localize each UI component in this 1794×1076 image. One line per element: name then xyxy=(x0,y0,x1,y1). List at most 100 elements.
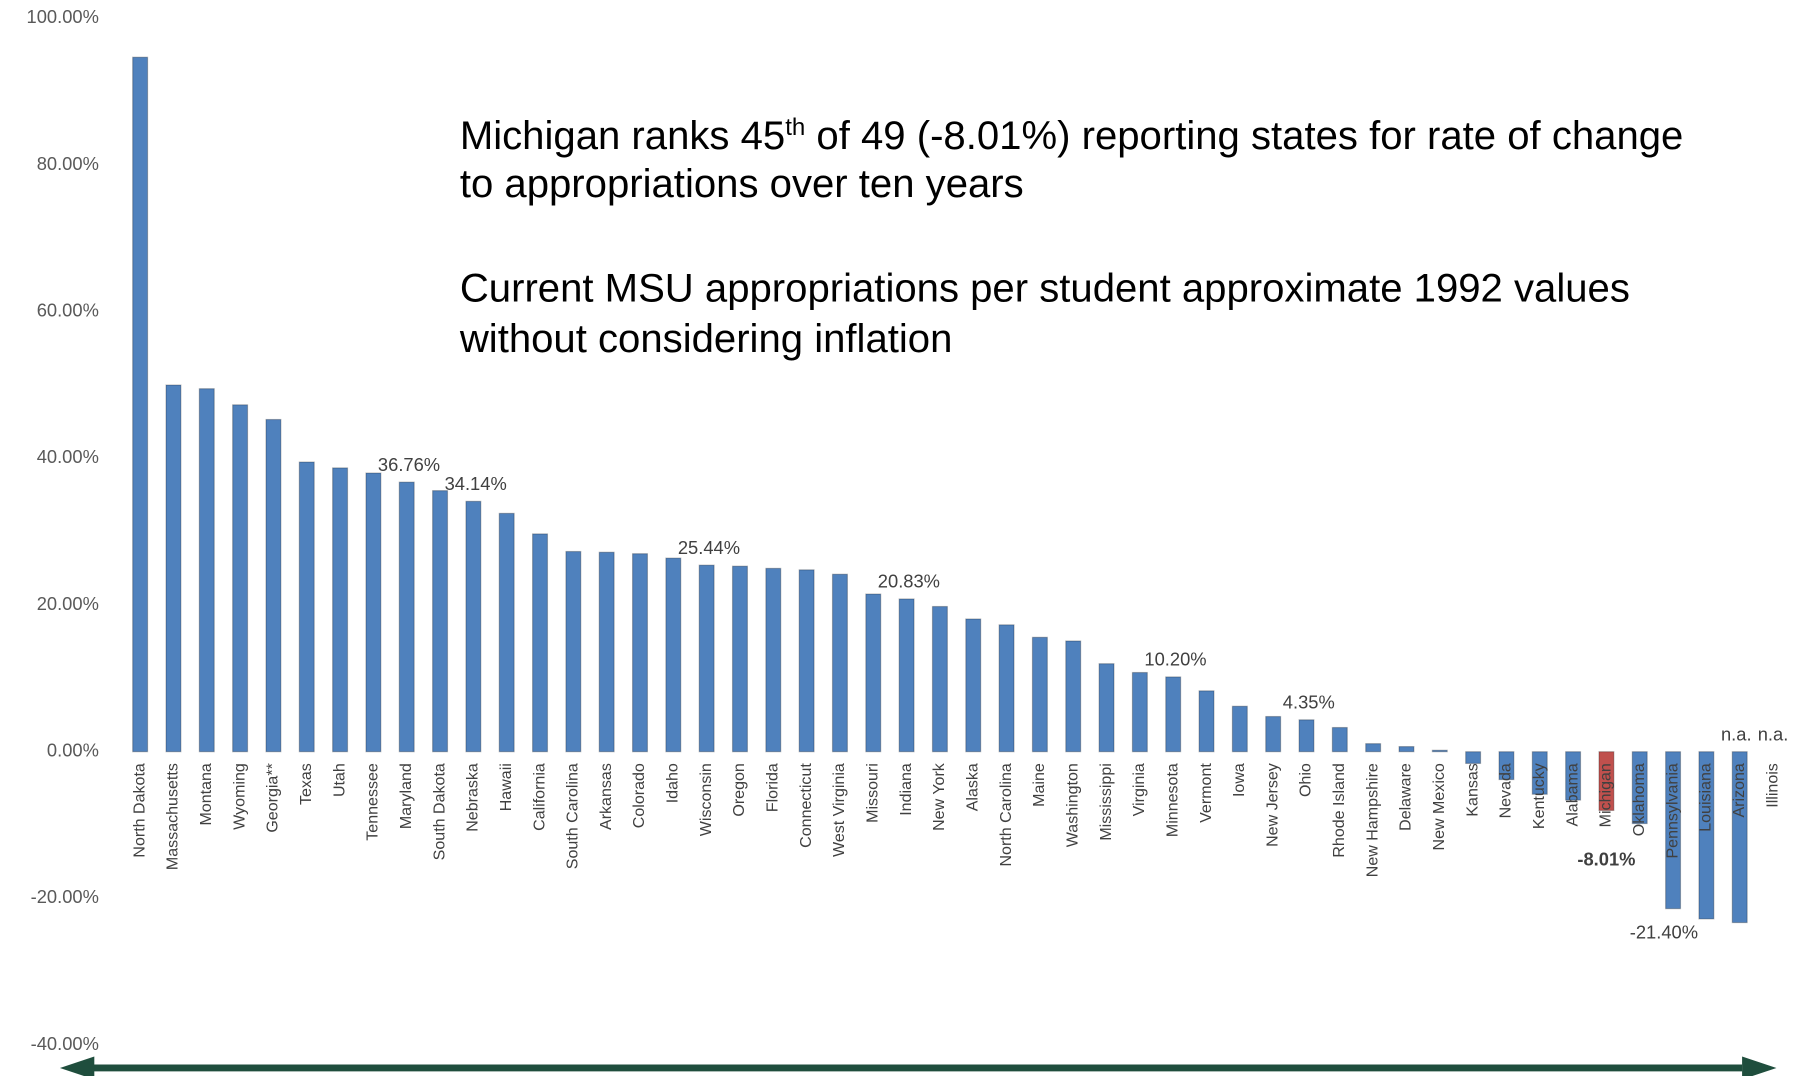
x-tick-label: Alaska xyxy=(963,763,981,811)
bar xyxy=(1631,751,1648,825)
x-tick-label: Michigan xyxy=(1597,763,1615,827)
bar xyxy=(1398,746,1415,753)
bar xyxy=(831,573,848,753)
x-tick-label: Missouri xyxy=(864,763,882,823)
note-line: Michigan ranks 45th of 49 (-8.01%) repor… xyxy=(460,114,1684,158)
x-tick-label: Hawaii xyxy=(497,763,515,811)
x-tick-label: Minnesota xyxy=(1163,763,1181,837)
bar xyxy=(898,598,915,753)
x-tick-label: New Hampshire xyxy=(1363,763,1381,877)
x-tick-label: New Jersey xyxy=(1263,763,1281,847)
bar xyxy=(1698,751,1715,920)
bar xyxy=(365,472,382,753)
x-tick-label: Tennessee xyxy=(364,763,382,841)
x-tick-label: Kansas xyxy=(1463,763,1481,816)
annotation: n.a. xyxy=(1721,724,1752,745)
x-tick-label: Montana xyxy=(197,763,215,825)
x-tick-label: Washington xyxy=(1063,763,1081,847)
x-tick-label: Alabama xyxy=(1563,763,1581,826)
bar xyxy=(165,384,182,753)
bar xyxy=(1165,676,1182,753)
x-tick-label: North Carolina xyxy=(997,763,1015,866)
x-tick-label: Delaware xyxy=(1397,763,1415,831)
bar xyxy=(1498,751,1515,781)
y-tick-label: 20.00% xyxy=(37,593,99,614)
bar xyxy=(132,56,149,753)
x-tick-label: Illinois xyxy=(1763,763,1781,808)
value-label: 10.20% xyxy=(1144,649,1206,670)
x-tick-label: Iowa xyxy=(1230,763,1248,797)
x-tick-label: California xyxy=(530,763,548,831)
bar xyxy=(432,490,449,753)
bar xyxy=(1331,726,1348,753)
note-text: of 49 (-8.01%) reporting states for rate… xyxy=(805,114,1683,158)
bar xyxy=(1265,715,1282,753)
x-tick-label: Connecticut xyxy=(797,763,815,848)
x-tick-label: Nevada xyxy=(1497,763,1515,818)
x-tick-label: North Dakota xyxy=(130,763,148,858)
x-tick-label: Louisiana xyxy=(1697,763,1715,832)
y-tick-label: 100.00% xyxy=(27,6,99,27)
bar xyxy=(1198,690,1215,753)
x-tick-label: Pennsylvania xyxy=(1663,763,1681,858)
x-tick-label: Vermont xyxy=(1197,763,1215,823)
bar xyxy=(798,569,815,753)
x-tick-label: Wisconsin xyxy=(697,763,715,836)
value-label: 25.44% xyxy=(678,537,740,558)
x-tick-label: Maine xyxy=(1030,763,1048,807)
x-tick-label: New Mexico xyxy=(1430,763,1448,850)
bar xyxy=(1031,636,1048,753)
x-tick-label: West Virginia xyxy=(830,763,848,857)
x-tick-label: Colorado xyxy=(630,763,648,828)
x-tick-label: Utah xyxy=(330,763,348,797)
note-line: without considering inflation xyxy=(459,317,953,361)
value-label: 4.35% xyxy=(1283,692,1335,713)
bar xyxy=(998,624,1015,753)
bar xyxy=(298,461,315,753)
bar xyxy=(465,500,482,753)
bar xyxy=(1131,671,1148,753)
bar xyxy=(1531,751,1548,795)
bar xyxy=(1598,751,1615,812)
bar xyxy=(498,512,515,753)
value-label: -21.40% xyxy=(1630,922,1698,943)
bar xyxy=(332,467,349,753)
bar xyxy=(565,550,582,753)
y-tick-label: 40.00% xyxy=(37,446,99,467)
bar xyxy=(1731,751,1748,924)
bar xyxy=(965,618,982,753)
x-tick-label: Virginia xyxy=(1130,763,1148,816)
y-tick-label: 0.00% xyxy=(47,740,99,761)
bar xyxy=(1298,719,1315,753)
bar xyxy=(532,533,549,753)
x-tick-label: Wyoming xyxy=(230,763,248,830)
note-line: Current MSU appropriations per student a… xyxy=(460,266,1630,310)
bar xyxy=(1665,751,1682,910)
x-tick-label: Georgia** xyxy=(264,763,282,833)
bar xyxy=(1365,743,1382,753)
x-tick-label: Ohio xyxy=(1297,763,1315,797)
x-tick-label: Idaho xyxy=(664,763,682,803)
bar xyxy=(1098,663,1115,753)
x-tick-label: Maryland xyxy=(397,763,415,829)
bar xyxy=(1231,705,1248,753)
bar xyxy=(1465,751,1482,765)
bar xyxy=(265,418,282,753)
value-label: n.a. xyxy=(1758,724,1789,745)
x-tick-label: Arkansas xyxy=(597,763,615,830)
x-tick-label: New York xyxy=(930,762,948,831)
note-sup: th xyxy=(785,114,805,141)
x-tick-label: Indiana xyxy=(897,763,915,816)
bar xyxy=(1565,751,1582,801)
bar xyxy=(698,564,715,753)
x-tick-label: Rhode Island xyxy=(1330,763,1348,857)
value-label: 20.83% xyxy=(878,571,940,592)
x-tick-label: Massachusetts xyxy=(164,763,182,870)
x-tick-label: Oregon xyxy=(730,763,748,816)
bar xyxy=(1431,749,1448,753)
bar xyxy=(631,553,649,753)
value-label: 36.76% xyxy=(378,454,440,475)
bar xyxy=(931,605,948,753)
x-tick-label: South Dakota xyxy=(430,763,448,860)
